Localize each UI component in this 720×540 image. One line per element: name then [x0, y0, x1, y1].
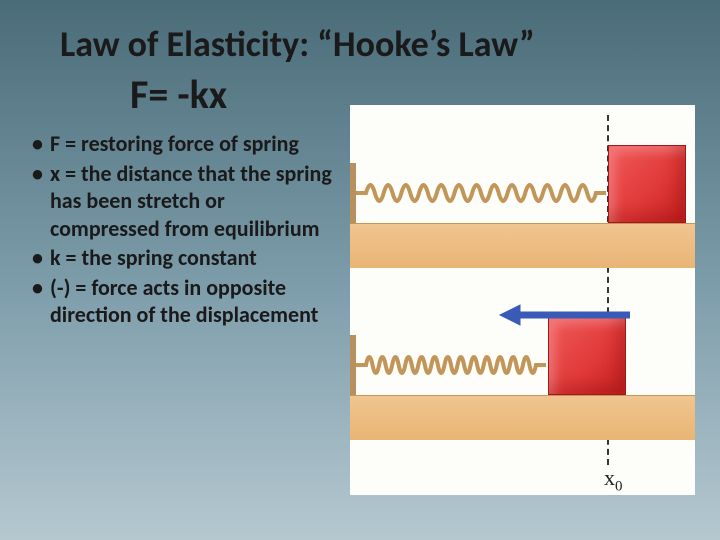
- formula: F= -kx: [130, 70, 227, 119]
- slide-title: Law of Elasticity: “Hooke’s Law”: [60, 22, 690, 66]
- spring-diagram: x0: [350, 105, 695, 495]
- bullet-item: x = the distance that the spring has bee…: [28, 160, 338, 243]
- diagram-panel-compressed: [350, 285, 695, 440]
- diagram-panel-natural: [350, 113, 695, 268]
- equilibrium-label: x0: [604, 465, 623, 495]
- restoring-force-arrow: [350, 285, 695, 345]
- surface: [350, 395, 695, 440]
- bullet-list: F = restoring force of spring x = the di…: [28, 130, 338, 331]
- x-sub: 0: [615, 478, 623, 494]
- spring-compressed: [356, 340, 546, 390]
- spring-natural: [356, 168, 606, 218]
- x-label: x: [604, 465, 615, 490]
- mass-block: [608, 145, 686, 223]
- bullet-item: F = restoring force of spring: [28, 130, 338, 158]
- surface: [350, 223, 695, 268]
- bullet-item: k = the spring constant: [28, 244, 338, 272]
- bullet-item: (-) = force acts in opposite direction o…: [28, 274, 338, 329]
